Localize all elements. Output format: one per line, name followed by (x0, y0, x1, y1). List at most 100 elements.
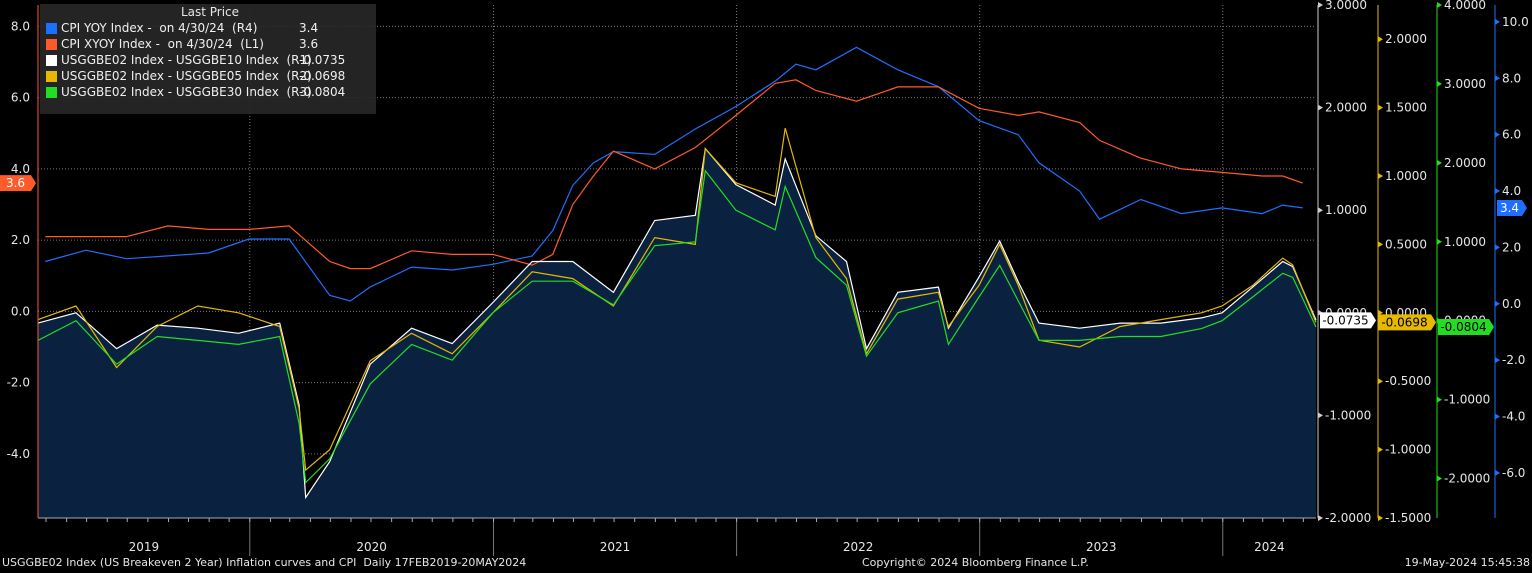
y-tick-label-r3: -2.0000 (1444, 472, 1490, 486)
y-tick-label-r1: -1.0000 (1325, 408, 1371, 422)
y-tick-label-r2: -1.0000 (1385, 443, 1431, 457)
y-tick-label-l1: -2.0 (7, 376, 30, 390)
y-tick-mark-r4 (1495, 18, 1500, 25)
last-value-badge (1378, 314, 1436, 331)
y-tick-label-r4: -2.0 (1502, 353, 1525, 367)
y-tick-label-r4: -6.0 (1502, 466, 1525, 480)
legend-label: CPI XYOY Index - on 4/30/24 (L1) (61, 37, 264, 51)
x-tick-label: 2019 (129, 540, 160, 554)
y-tick-mark-r4 (1495, 244, 1500, 251)
last-value-labels: 3.6 -0.0735 -0.0698 -0.0804 3.4 (0, 175, 1527, 336)
y-tick-label-r4: 2.0 (1502, 240, 1521, 254)
y-tick-label-r2: -0.5000 (1385, 374, 1431, 388)
last-value-badge (1320, 312, 1376, 329)
y-tick-mark-r3 (1437, 475, 1442, 482)
series-line-r4 (45, 46, 1303, 302)
y-tick-mark-r1 (1318, 207, 1323, 214)
y-tick-label-r3: -1.0000 (1444, 393, 1490, 407)
x-tick-label: 2022 (843, 540, 874, 554)
y-tick-mark-r2 (1378, 104, 1383, 111)
legend-label: USGGBE02 Index - USGGBE10 Index (R1) (61, 53, 312, 67)
y-tick-mark-r4 (1495, 300, 1500, 307)
legend-value: 3.4 (299, 21, 319, 35)
legend-value: -0.0804 (299, 85, 346, 99)
y-tick-mark-r1 (1318, 2, 1323, 8)
y-tick-mark-r3 (1437, 2, 1442, 8)
y-tick-label-l1: 8.0 (11, 19, 30, 33)
y-tick-mark-r2 (1378, 309, 1383, 316)
legend-row: CPI XYOY Index - on 4/30/24 (L1) 3.6 (40, 36, 376, 52)
last-value-text: -0.0735 (1322, 313, 1368, 327)
legend-label: USGGBE02 Index - USGGBE05 Index (R2) (61, 69, 312, 83)
footer-copyright: Copyright© 2024 Bloomberg Finance L.P. (862, 556, 1089, 569)
last-value-label-r1: -0.0735 (1320, 312, 1376, 329)
legend-value: -0.0698 (299, 69, 346, 83)
y-tick-mark-r1 (1318, 412, 1323, 419)
legend-label: USGGBE02 Index - USGGBE30 Index (R3) (61, 85, 312, 99)
y-tick-label-r3: 2.0000 (1444, 156, 1486, 170)
footer-description: USGGBE02 Index (US Breakeven 2 Year) Inf… (2, 556, 527, 569)
y-tick-mark-r2 (1378, 378, 1383, 385)
legend-swatch-cpi-yoy (46, 22, 57, 34)
legend-row: USGGBE02 Index - USGGBE30 Index (R3) -0.… (40, 84, 376, 100)
y-tick-mark-r3 (1437, 238, 1442, 245)
breakeven-area-fill (38, 148, 1316, 518)
y-tick-label-l1: 0.0 (11, 304, 30, 318)
breakeven-area (38, 148, 1316, 518)
y-tick-label-r3: 1.0000 (1444, 235, 1486, 249)
legend-row: USGGBE02 Index - USGGBE05 Index (R2) -0.… (40, 68, 376, 84)
y-tick-label-r1: 3.0000 (1325, 0, 1367, 12)
last-value-label-r2: -0.0698 (1378, 314, 1436, 331)
y-tick-mark-r4 (1495, 188, 1500, 195)
last-value-label-r3: -0.0804 (1438, 319, 1494, 336)
y-tick-label-r2: 1.5000 (1385, 101, 1427, 115)
series-lines (37, 46, 1317, 500)
last-value-badge (1438, 319, 1494, 336)
footer-timestamp: 19-May-2024 15:45:38 (1404, 556, 1530, 569)
y-tick-label-r3: 3.0000 (1444, 77, 1486, 91)
y-tick-label-l1: -4.0 (7, 447, 30, 461)
y-tick-label-l1: 6.0 (11, 91, 30, 105)
legend-swatch-be30 (46, 86, 57, 98)
y-tick-label-r2: -1.5000 (1385, 511, 1431, 525)
y-tick-label-r4: 10.0 (1502, 15, 1529, 29)
last-value-text: -0.0698 (1381, 315, 1427, 329)
x-tick-label: 2020 (356, 540, 387, 554)
legend-value: -0.0735 (299, 53, 346, 67)
y-tick-mark-r2 (1378, 36, 1383, 43)
y-tick-label-l1: 2.0 (11, 233, 30, 247)
legend-row: CPI YOY Index - on 4/30/24 (R4) 3.4 (40, 20, 376, 36)
last-value-badge (1497, 199, 1527, 216)
x-tick-label: 2021 (600, 540, 631, 554)
y-tick-mark-r3 (1437, 396, 1442, 403)
y-tick-label-r4: -4.0 (1502, 410, 1525, 424)
y-tick-mark-r1 (1318, 104, 1323, 111)
last-value-text: -0.0804 (1440, 320, 1486, 334)
y-tick-mark-r4 (1495, 75, 1500, 82)
series-line-l1 (45, 79, 1303, 270)
y-tick-mark-r2 (1378, 515, 1383, 521)
series-line-r2 (37, 127, 1317, 472)
y-tick-mark-r2 (1378, 446, 1383, 453)
y-tick-label-r1: 1.0000 (1325, 203, 1367, 217)
y-tick-label-r4: 0.0 (1502, 297, 1521, 311)
y-tick-label-r2: 0.5000 (1385, 237, 1427, 251)
y-tick-mark-r4 (1495, 131, 1500, 138)
legend-panel: Last Price CPI YOY Index - on 4/30/24 (R… (40, 4, 376, 114)
last-value-label-r4: 3.4 (1497, 199, 1527, 216)
legend-swatch-be05 (46, 70, 57, 82)
y-tick-label-r3: 4.0000 (1444, 0, 1486, 12)
y-tick-label-r1: 2.0000 (1325, 101, 1367, 115)
legend-value: 3.6 (299, 37, 319, 51)
y-tick-mark-r4 (1495, 469, 1500, 476)
y-tick-label-r2: 2.0000 (1385, 32, 1427, 46)
legend-swatch-be10 (46, 54, 57, 66)
series-line-r1 (37, 147, 1317, 500)
legend-row: USGGBE02 Index - USGGBE10 Index (R1) -0.… (40, 52, 376, 68)
y-tick-mark-r3 (1437, 159, 1442, 166)
y-tick-mark-r4 (1495, 413, 1500, 420)
y-tick-mark-r1 (1318, 515, 1323, 521)
y-tick-label-r4: 6.0 (1502, 128, 1521, 142)
y-tick-mark-r2 (1378, 173, 1383, 179)
